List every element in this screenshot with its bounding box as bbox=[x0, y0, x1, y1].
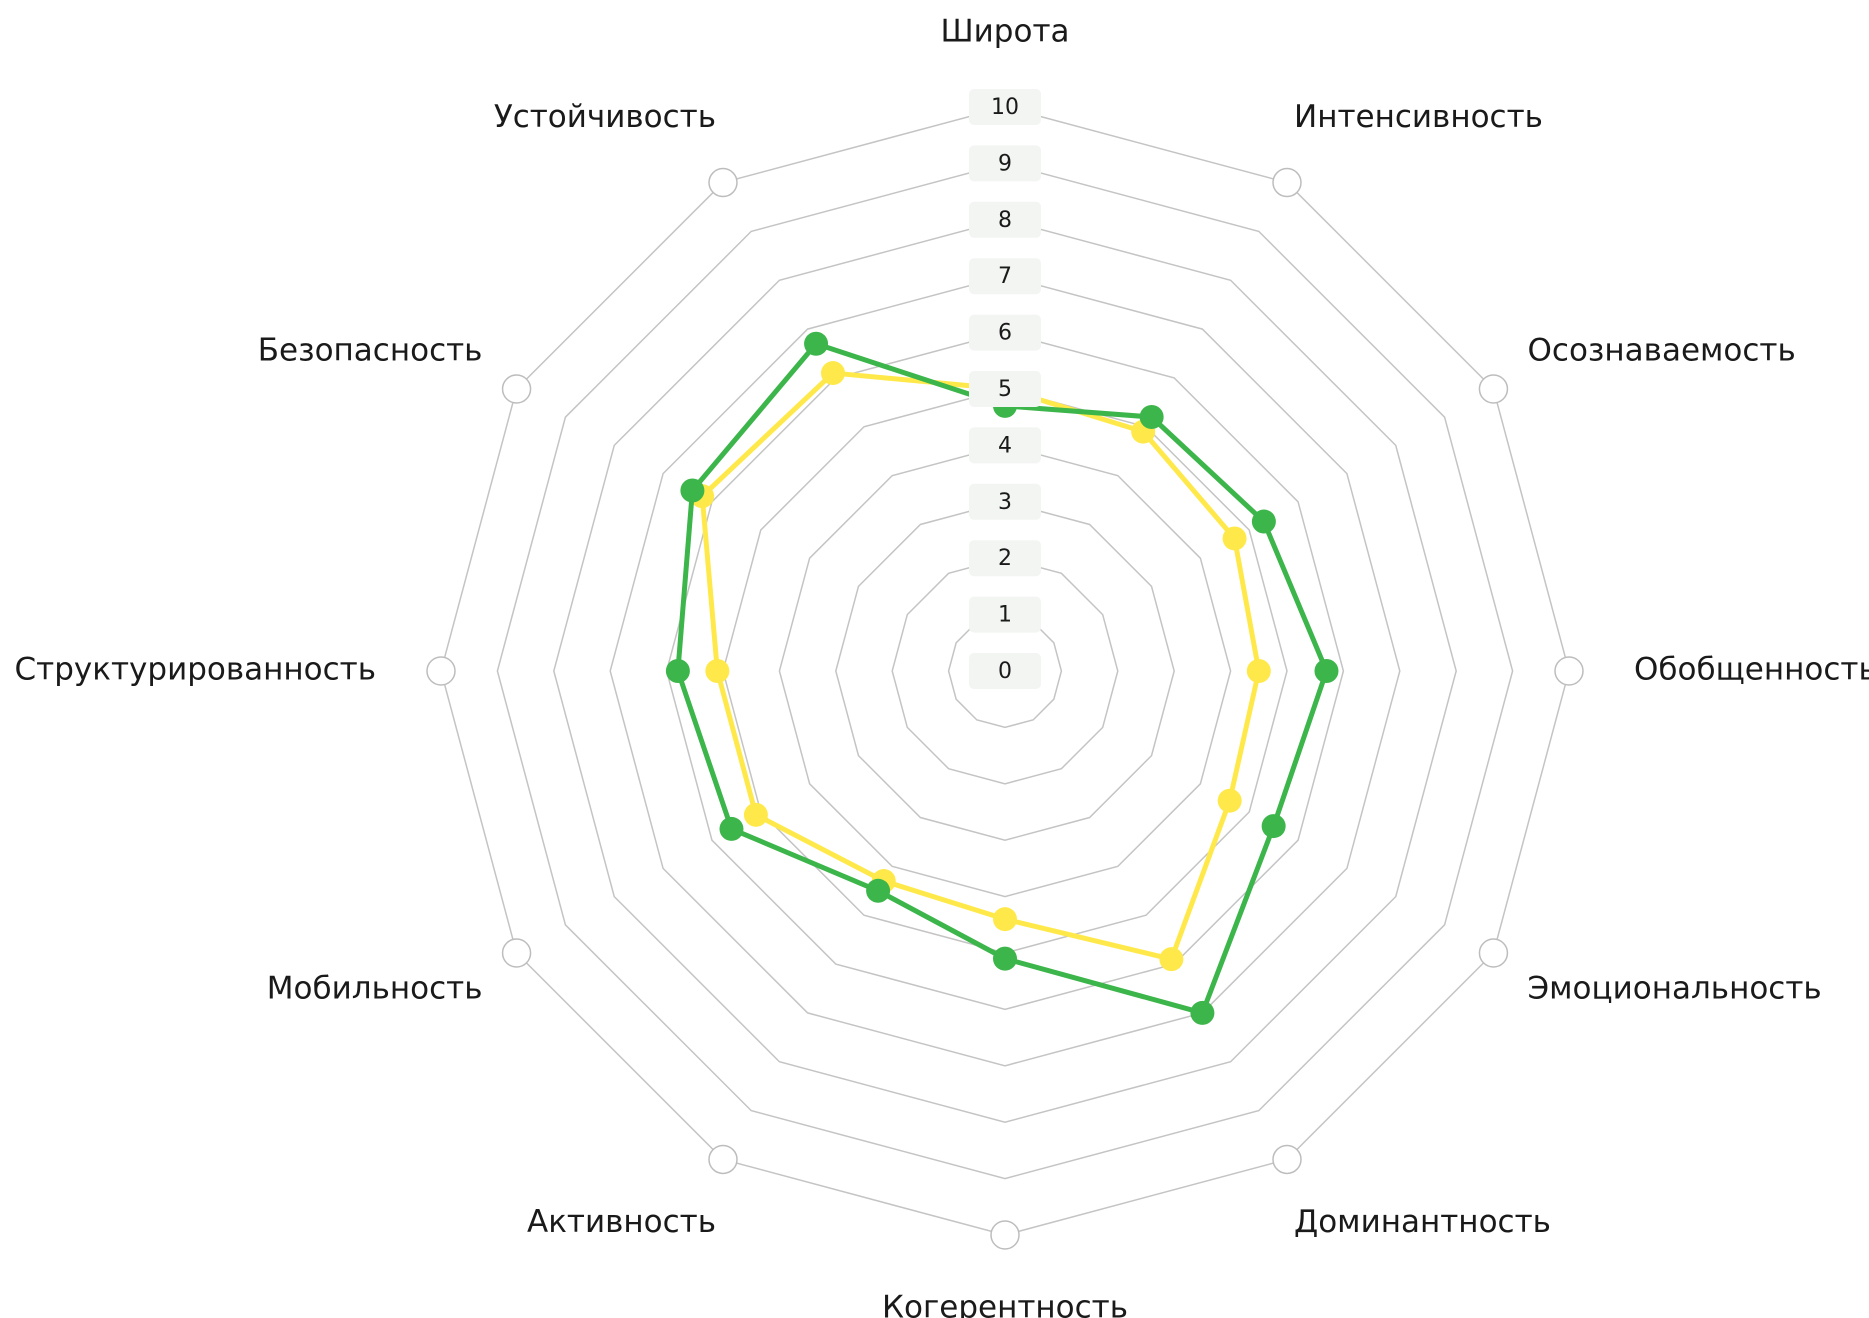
axis-label: Эмоциональность bbox=[1528, 971, 1822, 1007]
tick-label: 8 bbox=[998, 208, 1012, 233]
grid-ring bbox=[778, 444, 1232, 898]
tick-label-box bbox=[969, 258, 1041, 295]
axis-marker bbox=[708, 1144, 738, 1175]
axis-label: Интенсивность bbox=[1294, 99, 1543, 135]
tick-label: 3 bbox=[998, 490, 1012, 515]
tick-label-box bbox=[969, 145, 1041, 182]
axis-marker bbox=[1478, 938, 1509, 968]
axis-spoke bbox=[517, 389, 1005, 671]
tick-label-box bbox=[969, 371, 1041, 407]
axis-marker bbox=[990, 1220, 1020, 1250]
axis-label: Активность bbox=[527, 1204, 716, 1240]
data-point bbox=[993, 907, 1017, 932]
series bbox=[665, 331, 1339, 1025]
axis-label: Обобщенность bbox=[1634, 652, 1869, 688]
axis-marker bbox=[1554, 656, 1584, 686]
data-point bbox=[665, 659, 690, 683]
axis-label: Структурированность bbox=[15, 652, 376, 688]
tick-label: 4 bbox=[998, 433, 1012, 458]
axis-marker bbox=[501, 938, 532, 968]
data-point bbox=[680, 478, 705, 503]
axis-label: Когерентность bbox=[882, 1290, 1128, 1318]
axis-label: Осознаваемость bbox=[1528, 333, 1796, 369]
axis-spoke bbox=[723, 183, 1005, 671]
data-point bbox=[1190, 1000, 1215, 1025]
tick-label: 6 bbox=[998, 321, 1012, 346]
data-point bbox=[1314, 659, 1339, 683]
axis-marker bbox=[1272, 167, 1302, 198]
data-point bbox=[1217, 788, 1242, 813]
tick-label: 7 bbox=[998, 264, 1012, 289]
axis-label: Широта bbox=[941, 14, 1070, 50]
data-point bbox=[804, 331, 829, 356]
axis-marker bbox=[426, 656, 456, 686]
tick-label-box bbox=[969, 201, 1041, 238]
data-point bbox=[820, 361, 845, 386]
tick-label: 9 bbox=[998, 151, 1012, 176]
grid-ring bbox=[609, 275, 1401, 1067]
data-point bbox=[1159, 947, 1184, 972]
tick-label-box bbox=[969, 427, 1041, 464]
data-point bbox=[1222, 526, 1247, 551]
tick-label-box bbox=[969, 653, 1041, 689]
grid-ring bbox=[496, 162, 1514, 1180]
tick-label: 10 bbox=[991, 95, 1019, 120]
grid-ring bbox=[891, 557, 1119, 785]
tick-label-box bbox=[969, 596, 1041, 633]
axis-marker bbox=[1478, 374, 1509, 404]
axis-label: Устойчивость bbox=[494, 99, 716, 135]
data-point bbox=[1251, 509, 1276, 534]
axis-label: Доминантность bbox=[1294, 1204, 1551, 1240]
grid-ring bbox=[553, 219, 1457, 1123]
tick-label: 1 bbox=[998, 603, 1012, 628]
tick-label-box bbox=[969, 483, 1041, 520]
grid-ring bbox=[835, 501, 1175, 841]
data-point bbox=[743, 802, 768, 827]
data-point bbox=[719, 816, 744, 841]
tick-label-box bbox=[969, 540, 1041, 577]
tick-label: 2 bbox=[998, 546, 1012, 571]
data-point bbox=[993, 946, 1017, 971]
axis-spoke bbox=[723, 671, 1005, 1159]
data-point bbox=[1139, 405, 1164, 430]
data-point bbox=[866, 878, 891, 903]
data-point bbox=[705, 659, 730, 683]
tick-label-box bbox=[969, 89, 1041, 125]
axis-marker bbox=[501, 374, 532, 404]
tick-label-box bbox=[969, 314, 1041, 351]
data-point bbox=[1261, 814, 1286, 839]
data-point bbox=[1246, 659, 1271, 683]
axis-label: Мобильность bbox=[267, 971, 483, 1007]
axis-marker bbox=[708, 167, 738, 198]
axis-marker bbox=[1272, 1144, 1302, 1175]
grid-ring bbox=[947, 613, 1063, 729]
axis-label: Безопасность bbox=[258, 333, 483, 369]
tick-label: 0 bbox=[998, 659, 1012, 684]
tick-label: 5 bbox=[998, 377, 1012, 402]
